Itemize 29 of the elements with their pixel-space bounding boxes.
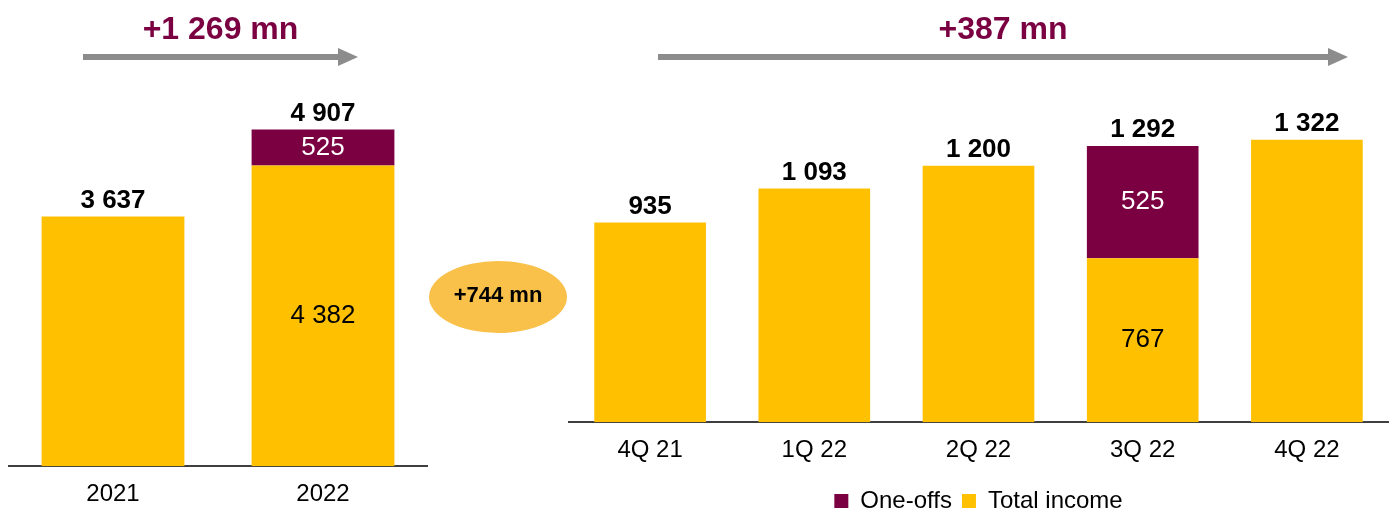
text: +387 mn bbox=[937, 10, 1069, 47]
bar bbox=[1086, 146, 1199, 259]
bar bbox=[1086, 258, 1199, 423]
x-tick-label: 2Q 22 bbox=[945, 435, 1012, 463]
x-tick-label: 4Q 21 bbox=[617, 435, 683, 463]
data-label: 767 bbox=[1121, 323, 1165, 354]
x-tick-label: 2022 bbox=[296, 479, 350, 507]
legend-label: One-offs bbox=[860, 485, 952, 513]
total-label: 935 bbox=[628, 189, 672, 220]
bar bbox=[1251, 139, 1363, 423]
x-tick-label: 1Q 22 bbox=[781, 435, 847, 463]
total-label: 3 637 bbox=[80, 183, 146, 214]
x-tick-label: 2021 bbox=[86, 479, 140, 507]
legend-label: Total income bbox=[987, 485, 1123, 513]
text: +744 mn bbox=[452, 282, 544, 308]
total-label: 1 200 bbox=[945, 132, 1012, 163]
data-label: 4 382 bbox=[290, 298, 356, 329]
total-label: 1 093 bbox=[781, 155, 847, 186]
data-label: 525 bbox=[1121, 185, 1165, 216]
total-label: 4 907 bbox=[290, 96, 356, 127]
total-label: 1 292 bbox=[1110, 113, 1176, 144]
bar bbox=[594, 222, 706, 423]
bar bbox=[922, 165, 1035, 423]
text: +1 269 mn bbox=[141, 10, 300, 47]
bar bbox=[758, 188, 871, 423]
x-tick-label: 4Q 22 bbox=[1274, 435, 1340, 463]
data-label: 525 bbox=[301, 130, 345, 161]
x-tick-label: 3Q 22 bbox=[1110, 435, 1176, 463]
total-label: 1 322 bbox=[1274, 106, 1340, 137]
